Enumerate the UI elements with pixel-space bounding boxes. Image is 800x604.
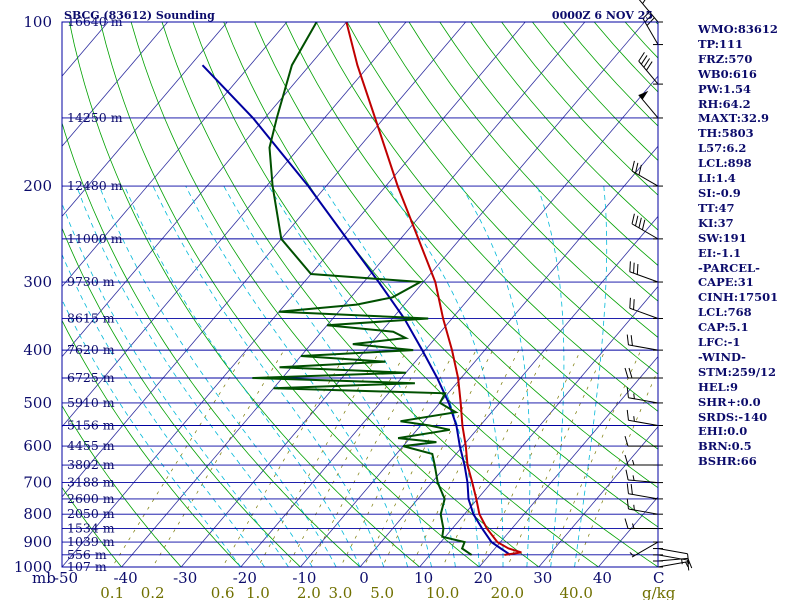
chart-title: SBCG (83612) Sounding [64, 9, 215, 22]
index-line: L57:6.2 [698, 141, 798, 156]
wind-barb-flag [634, 299, 635, 309]
height-label: 2050 m [67, 506, 115, 521]
mixing-ratio-tick-label: 3.0 [328, 584, 352, 600]
mixing-ratio-tick-label: 10.0 [426, 584, 459, 600]
index-line: FRZ:570 [698, 52, 798, 67]
height-label: 9730 m [67, 274, 115, 289]
chart-datetime: 0000Z 6 NOV 25 [552, 9, 653, 22]
temperature-tick-label: 40 [593, 569, 612, 587]
pressure-tick-label: 800 [23, 505, 52, 523]
mixing-ratio-tick-label: 0.1 [100, 584, 124, 600]
height-label: 8615 m [67, 311, 115, 326]
index-line: RH:64.2 [698, 97, 798, 112]
index-line: LCL:768 [698, 305, 798, 320]
index-line: PW:1.54 [698, 82, 798, 97]
index-line: TT:47 [698, 201, 798, 216]
height-label: 6725 m [67, 370, 115, 385]
index-line: BSHR:66 [698, 454, 798, 469]
wind-barb-flag [634, 263, 635, 273]
index-line: TP:111 [698, 37, 798, 52]
mixing-ratio-tick-label: 0.2 [141, 584, 165, 600]
wind-barb-half-flag [634, 505, 635, 510]
index-line: LFC:-1 [698, 335, 798, 350]
pressure-tick-label: 200 [23, 177, 52, 195]
index-line: CAPE:31 [698, 275, 798, 290]
wind-barb-flag [630, 298, 631, 308]
height-label: 3802 m [67, 457, 115, 472]
index-line: MAXT:32.9 [698, 111, 798, 126]
height-label: 3188 m [67, 475, 115, 490]
wind-barb-flag [630, 261, 631, 271]
height-label: 4455 m [67, 438, 115, 453]
temperature-tick-label: -50 [54, 569, 78, 587]
pressure-tick-label: 400 [23, 341, 52, 359]
index-line: SW:191 [698, 231, 798, 246]
index-line: -PARCEL- [698, 261, 798, 276]
mixing-ratio-unit-label: g/kg [642, 584, 676, 600]
wind-barb-half-flag [682, 559, 683, 564]
index-line: STM:259/12 [698, 365, 798, 380]
pressure-tick-label: 900 [23, 533, 52, 551]
height-label: 14250 m [67, 110, 123, 125]
mixing-ratio-tick-label: 40.0 [560, 584, 593, 600]
height-label: 5156 m [67, 417, 115, 432]
mixing-ratio-tick-label: 2.0 [297, 584, 321, 600]
pressure-tick-label: 300 [23, 273, 52, 291]
pressure-tick-label: 100 [23, 13, 52, 31]
height-label: 2600 m [67, 491, 115, 506]
wind-barb-flag [637, 264, 638, 274]
height-label: 7620 m [67, 342, 115, 357]
index-line: CAP:5.1 [698, 320, 798, 335]
pressure-unit-label: mb [32, 569, 56, 587]
pressure-tick-label: 700 [23, 474, 52, 492]
temperature-tick-label: 30 [533, 569, 552, 587]
wind-barb-half-flag [634, 394, 635, 399]
pressure-tick-label: 500 [23, 394, 52, 412]
index-line: -WIND- [698, 350, 798, 365]
index-line: SHR+:0.0 [698, 395, 798, 410]
index-line: LCL:898 [698, 156, 798, 171]
height-label: 12480 m [67, 178, 123, 193]
index-line: HEL:9 [698, 380, 798, 395]
wind-barb-half-flag [634, 416, 635, 421]
mixing-ratio-tick-label: 5.0 [370, 584, 394, 600]
index-line: BRN:0.5 [698, 439, 798, 454]
mixing-ratio-tick-label: 20.0 [491, 584, 524, 600]
index-line: KI:37 [698, 216, 798, 231]
index-line: CINH:17501 [698, 290, 798, 305]
index-line: SI:-0.9 [698, 186, 798, 201]
index-line: WB0:616 [698, 67, 798, 82]
index-line: WMO:83612 [698, 22, 798, 37]
temperature-tick-label: -30 [173, 569, 197, 587]
mixing-ratio-tick-label: 0.6 [211, 584, 235, 600]
index-line: TH:5803 [698, 126, 798, 141]
index-line: EI:-1.1 [698, 246, 798, 261]
pressure-tick-label: 600 [23, 437, 52, 455]
mixing-ratio-tick-label: 1.0 [246, 584, 270, 600]
height-label: 11000 m [67, 231, 123, 246]
index-line: LI:1.4 [698, 171, 798, 186]
index-line: EHI:0.0 [698, 424, 798, 439]
height-label: 5910 m [67, 395, 115, 410]
temperature-tick-label: 0 [359, 569, 369, 587]
index-line: SRDS:-140 [698, 410, 798, 425]
